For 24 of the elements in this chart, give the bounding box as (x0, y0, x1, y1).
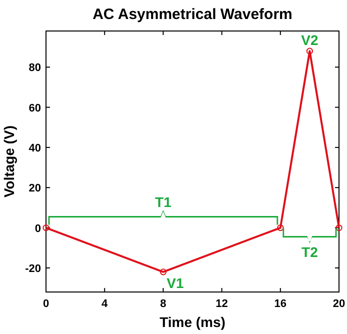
chart-title: AC Asymmetrical Waveform (92, 6, 292, 23)
x-axis-title: Time (ms) (160, 314, 226, 330)
annotation: V1 (166, 274, 184, 291)
x-tick-label: 20 (332, 298, 346, 310)
y-tick-label: 20 (28, 182, 41, 195)
y-tick-label: 40 (28, 142, 41, 154)
x-tick-label: 0 (42, 298, 50, 310)
y-tick-label: 60 (28, 102, 41, 114)
point (277, 224, 284, 232)
y-axis-title: Voltage (V) (1, 125, 17, 198)
annotation: T2 (302, 244, 318, 260)
x-tick-label: 8 (160, 298, 166, 310)
x-tick-label: 4 (102, 298, 109, 310)
y-tick-label: 80 (28, 62, 41, 74)
point (160, 268, 166, 276)
x-tick-label: 12 (216, 298, 228, 310)
point (42, 224, 50, 232)
point (306, 48, 313, 54)
point (336, 224, 342, 232)
x-tick-label: 16 (274, 298, 287, 310)
y-tick-label: 0 (34, 222, 41, 235)
annotation: V2 (301, 32, 318, 48)
y-tick-label: -20 (25, 262, 41, 275)
annotation: T1 (155, 194, 172, 210)
